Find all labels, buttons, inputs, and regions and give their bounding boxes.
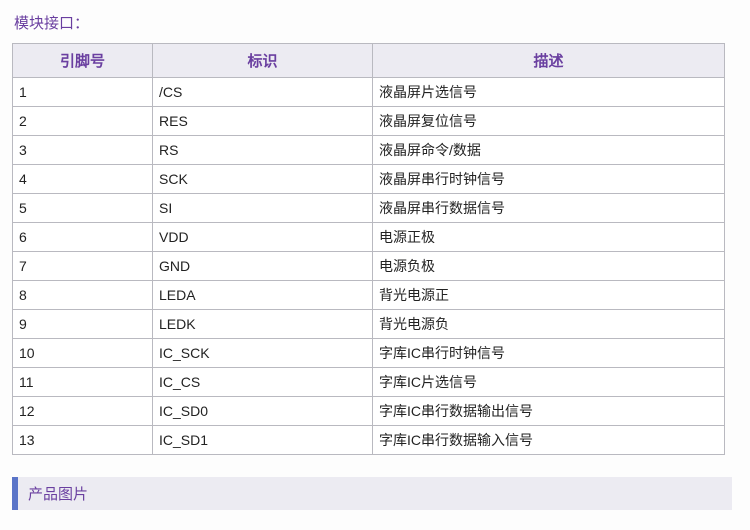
col-header-desc: 描述 — [373, 44, 725, 78]
cell-desc: 字库IC片选信号 — [373, 368, 725, 397]
cell-pin: 5 — [13, 194, 153, 223]
cell-pin: 9 — [13, 310, 153, 339]
cell-pin: 12 — [13, 397, 153, 426]
cell-pin: 10 — [13, 339, 153, 368]
cell-pin: 1 — [13, 78, 153, 107]
col-header-pin: 引脚号 — [13, 44, 153, 78]
table-row: 9LEDK背光电源负 — [13, 310, 725, 339]
cell-desc: 液晶屏命令/数据 — [373, 136, 725, 165]
section-title: 模块接口： — [14, 12, 738, 33]
table-row: 2RES液晶屏复位信号 — [13, 107, 725, 136]
cell-desc: 字库IC串行数据输出信号 — [373, 397, 725, 426]
cell-desc: 背光电源正 — [373, 281, 725, 310]
table-row: 13IC_SD1字库IC串行数据输入信号 — [13, 426, 725, 455]
cell-label: GND — [153, 252, 373, 281]
table-row: 7GND电源负极 — [13, 252, 725, 281]
cell-pin: 7 — [13, 252, 153, 281]
cell-pin: 3 — [13, 136, 153, 165]
table-row: 5SI液晶屏串行数据信号 — [13, 194, 725, 223]
cell-label: IC_CS — [153, 368, 373, 397]
cell-label: LEDA — [153, 281, 373, 310]
table-row: 11IC_CS字库IC片选信号 — [13, 368, 725, 397]
table-row: 10IC_SCK字库IC串行时钟信号 — [13, 339, 725, 368]
cell-desc: 液晶屏串行时钟信号 — [373, 165, 725, 194]
cell-pin: 2 — [13, 107, 153, 136]
cell-pin: 4 — [13, 165, 153, 194]
cell-pin: 6 — [13, 223, 153, 252]
product-image-heading: 产品图片 — [12, 477, 732, 510]
cell-label: RES — [153, 107, 373, 136]
table-row: 6VDD电源正极 — [13, 223, 725, 252]
table-row: 8LEDA背光电源正 — [13, 281, 725, 310]
cell-label: RS — [153, 136, 373, 165]
cell-pin: 11 — [13, 368, 153, 397]
cell-pin: 8 — [13, 281, 153, 310]
cell-label: VDD — [153, 223, 373, 252]
cell-label: LEDK — [153, 310, 373, 339]
cell-label: IC_SD1 — [153, 426, 373, 455]
interface-table: 引脚号 标识 描述 1/CS液晶屏片选信号2RES液晶屏复位信号3RS液晶屏命令… — [12, 43, 725, 455]
table-body: 1/CS液晶屏片选信号2RES液晶屏复位信号3RS液晶屏命令/数据4SCK液晶屏… — [13, 78, 725, 455]
table-row: 1/CS液晶屏片选信号 — [13, 78, 725, 107]
cell-desc: 背光电源负 — [373, 310, 725, 339]
table-row: 12IC_SD0字库IC串行数据输出信号 — [13, 397, 725, 426]
cell-label: SCK — [153, 165, 373, 194]
cell-desc: 电源正极 — [373, 223, 725, 252]
cell-desc: 字库IC串行时钟信号 — [373, 339, 725, 368]
page-root: 模块接口： 引脚号 标识 描述 1/CS液晶屏片选信号2RES液晶屏复位信号3R… — [0, 0, 750, 530]
cell-pin: 13 — [13, 426, 153, 455]
cell-label: IC_SCK — [153, 339, 373, 368]
col-header-label: 标识 — [153, 44, 373, 78]
cell-desc: 液晶屏片选信号 — [373, 78, 725, 107]
cell-label: IC_SD0 — [153, 397, 373, 426]
cell-label: /CS — [153, 78, 373, 107]
table-header-row: 引脚号 标识 描述 — [13, 44, 725, 78]
cell-desc: 液晶屏复位信号 — [373, 107, 725, 136]
cell-desc: 液晶屏串行数据信号 — [373, 194, 725, 223]
cell-label: SI — [153, 194, 373, 223]
cell-desc: 字库IC串行数据输入信号 — [373, 426, 725, 455]
table-row: 4SCK液晶屏串行时钟信号 — [13, 165, 725, 194]
cell-desc: 电源负极 — [373, 252, 725, 281]
table-row: 3RS液晶屏命令/数据 — [13, 136, 725, 165]
